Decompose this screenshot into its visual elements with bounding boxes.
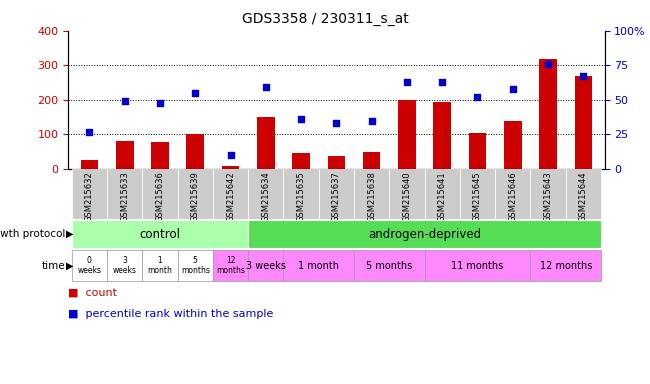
Bar bbox=[248, 169, 283, 219]
Text: GSM215632: GSM215632 bbox=[85, 171, 94, 222]
Text: androgen-deprived: androgen-deprived bbox=[368, 228, 481, 240]
Point bbox=[155, 99, 165, 106]
Text: growth protocol: growth protocol bbox=[0, 229, 65, 239]
Point bbox=[437, 79, 447, 85]
Bar bbox=[107, 250, 142, 281]
Bar bbox=[142, 169, 177, 219]
Bar bbox=[469, 132, 486, 169]
Text: time: time bbox=[42, 260, 65, 271]
Text: 12
months: 12 months bbox=[216, 256, 245, 275]
Point bbox=[367, 118, 377, 124]
Bar bbox=[354, 169, 389, 219]
Bar bbox=[424, 169, 460, 219]
Text: GSM215639: GSM215639 bbox=[190, 171, 200, 222]
Text: GSM215642: GSM215642 bbox=[226, 171, 235, 222]
Text: GSM215637: GSM215637 bbox=[332, 171, 341, 222]
Point bbox=[226, 152, 236, 158]
Text: GSM215635: GSM215635 bbox=[296, 171, 306, 222]
Text: GSM215636: GSM215636 bbox=[155, 171, 164, 222]
Bar bbox=[292, 153, 310, 169]
Point bbox=[508, 86, 518, 92]
Bar bbox=[222, 166, 239, 169]
Bar bbox=[434, 101, 451, 169]
Point bbox=[84, 129, 95, 135]
Text: 11 months: 11 months bbox=[451, 260, 504, 271]
Bar bbox=[540, 59, 557, 169]
Text: GSM215640: GSM215640 bbox=[402, 171, 411, 222]
Text: GSM215633: GSM215633 bbox=[120, 171, 129, 222]
Bar bbox=[460, 169, 495, 219]
Text: GSM215641: GSM215641 bbox=[437, 171, 447, 222]
Bar bbox=[248, 250, 283, 281]
Point bbox=[190, 90, 200, 96]
Text: GDS3358 / 230311_s_at: GDS3358 / 230311_s_at bbox=[242, 12, 408, 25]
Text: GSM215646: GSM215646 bbox=[508, 171, 517, 222]
Point bbox=[402, 79, 412, 85]
Text: GSM215643: GSM215643 bbox=[543, 171, 552, 222]
Text: ▶: ▶ bbox=[66, 229, 74, 239]
Bar bbox=[363, 152, 380, 169]
Text: 12 months: 12 months bbox=[540, 260, 592, 271]
Text: 1 month: 1 month bbox=[298, 260, 339, 271]
Text: 1
month: 1 month bbox=[148, 256, 172, 275]
Bar bbox=[424, 250, 530, 281]
Bar bbox=[116, 141, 133, 169]
Point bbox=[543, 61, 553, 67]
Bar bbox=[177, 169, 213, 219]
Text: GSM215645: GSM215645 bbox=[473, 171, 482, 222]
Text: 0
weeks: 0 weeks bbox=[77, 256, 101, 275]
Bar bbox=[530, 169, 566, 219]
Bar bbox=[213, 169, 248, 219]
Text: 3 weeks: 3 weeks bbox=[246, 260, 286, 271]
Bar bbox=[354, 250, 424, 281]
Bar bbox=[318, 169, 354, 219]
Point bbox=[261, 84, 271, 91]
Bar bbox=[72, 169, 107, 219]
Bar bbox=[151, 142, 169, 169]
Point bbox=[578, 73, 588, 79]
Bar bbox=[107, 169, 142, 219]
Bar bbox=[187, 134, 204, 169]
Text: ■  percentile rank within the sample: ■ percentile rank within the sample bbox=[68, 309, 274, 319]
Bar bbox=[257, 117, 275, 169]
Bar bbox=[328, 156, 345, 169]
Bar bbox=[495, 169, 530, 219]
Bar bbox=[389, 169, 424, 219]
Bar bbox=[72, 220, 248, 248]
Text: GSM215644: GSM215644 bbox=[579, 171, 588, 222]
Text: ▶: ▶ bbox=[66, 260, 74, 271]
Bar bbox=[283, 250, 354, 281]
Bar bbox=[213, 250, 248, 281]
Bar bbox=[72, 250, 107, 281]
Text: 3
weeks: 3 weeks bbox=[112, 256, 136, 275]
Point bbox=[120, 98, 130, 104]
Text: 5 months: 5 months bbox=[366, 260, 412, 271]
Bar bbox=[530, 250, 601, 281]
Bar bbox=[81, 161, 98, 169]
Bar bbox=[283, 169, 318, 219]
Bar bbox=[566, 169, 601, 219]
Point bbox=[473, 94, 483, 100]
Bar bbox=[504, 121, 521, 169]
Bar bbox=[248, 220, 601, 248]
Bar bbox=[398, 100, 416, 169]
Bar bbox=[177, 250, 213, 281]
Text: GSM215638: GSM215638 bbox=[367, 171, 376, 222]
Point bbox=[296, 116, 306, 122]
Point bbox=[331, 120, 342, 126]
Text: control: control bbox=[140, 228, 181, 240]
Bar bbox=[142, 250, 177, 281]
Text: ■  count: ■ count bbox=[68, 288, 117, 298]
Bar bbox=[575, 76, 592, 169]
Text: 5
months: 5 months bbox=[181, 256, 210, 275]
Text: GSM215634: GSM215634 bbox=[261, 171, 270, 222]
